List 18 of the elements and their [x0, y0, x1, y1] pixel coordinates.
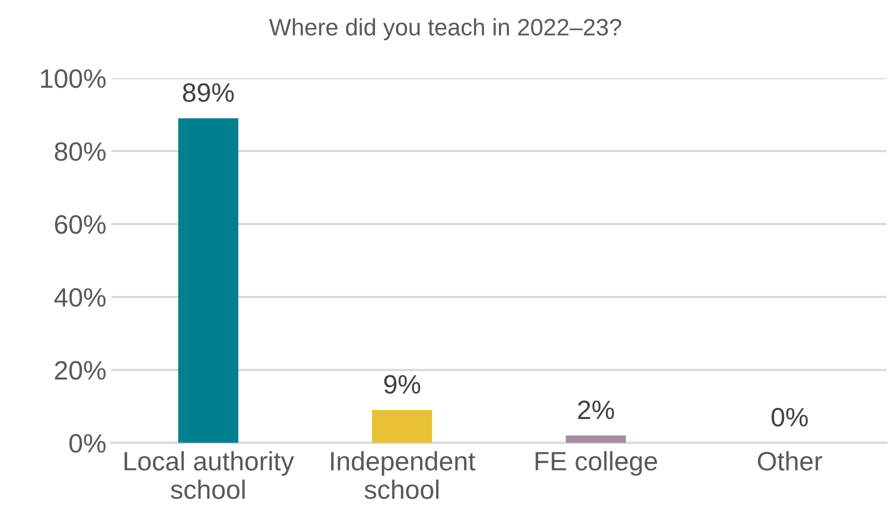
- bar: [372, 410, 432, 443]
- data-label: 9%: [384, 375, 420, 394]
- y-tick-label: 60%: [55, 215, 106, 234]
- data-label: 89%: [183, 83, 234, 102]
- data-label: 0%: [772, 408, 808, 427]
- bar: [178, 118, 238, 443]
- x-tick-label: Other: [758, 451, 822, 471]
- data-label: 2%: [578, 400, 614, 420]
- x-tick-label: Independent school: [331, 451, 476, 499]
- y-tick-label: 20%: [55, 361, 106, 380]
- y-tick-label: 40%: [54, 288, 106, 307]
- y-tick-label: 0%: [69, 434, 106, 453]
- y-tick-label: 100%: [41, 69, 106, 88]
- chart-title: Where did you teach in 2022–23?: [269, 18, 622, 40]
- bar: [566, 436, 626, 443]
- y-tick-label: 80%: [54, 142, 106, 161]
- x-tick-label: Local authority school: [124, 451, 294, 499]
- x-tick-label: FE college: [536, 451, 658, 476]
